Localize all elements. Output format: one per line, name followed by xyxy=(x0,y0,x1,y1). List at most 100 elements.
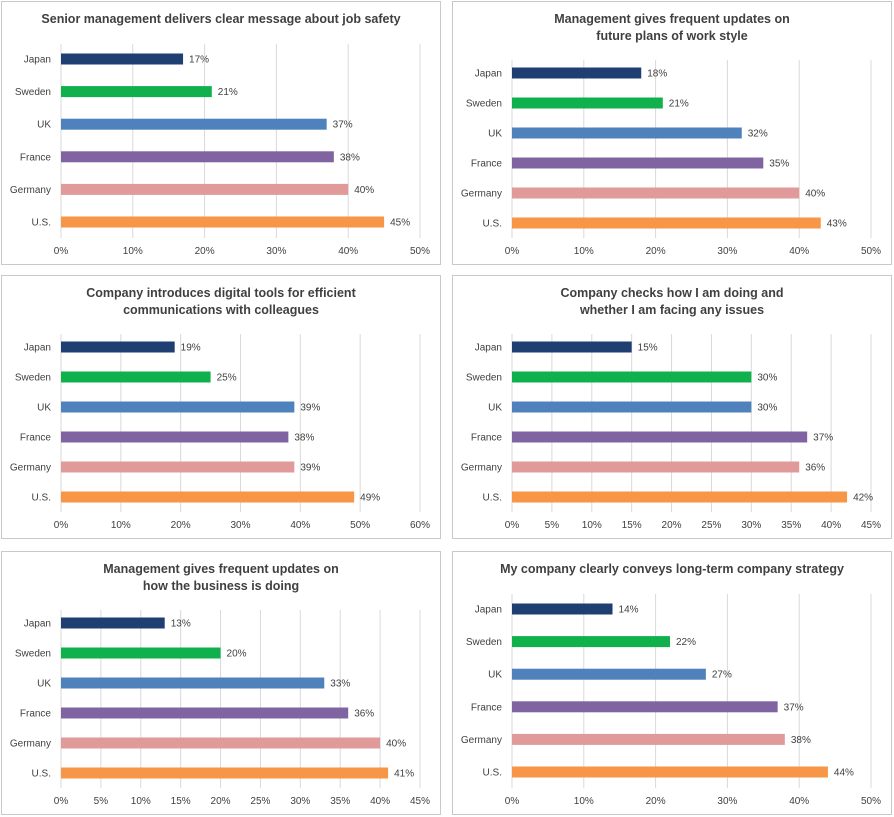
tick-label: 35% xyxy=(330,796,350,807)
bar xyxy=(61,183,349,195)
data-label: 37% xyxy=(813,433,833,444)
bar xyxy=(512,668,706,680)
bar-chart: 0% 10% 20% 30% 40% 50% Japan 17% Sweden 21% UK 37% F… xyxy=(10,44,430,257)
chart-title-line: Management gives frequent updates on xyxy=(554,12,790,26)
data-label: 38% xyxy=(791,735,811,746)
tick-label: 40% xyxy=(789,246,809,257)
tick-label: 0% xyxy=(505,796,520,807)
bar-chart: 0% 10% 20% 30% 40% 50% Japan 14% Sweden 22% UK 27% F… xyxy=(461,594,881,807)
category-label: Sweden xyxy=(15,649,51,660)
tick-label: 40% xyxy=(789,796,809,807)
bar xyxy=(61,707,349,719)
data-label: 14% xyxy=(619,605,639,616)
data-label: 36% xyxy=(354,709,374,720)
chart-title-line: Management gives frequent updates on xyxy=(103,562,339,576)
data-label: 21% xyxy=(669,99,689,110)
tick-label: 20% xyxy=(195,246,215,257)
chart-title: Management gives frequent updates on fut… xyxy=(453,11,891,45)
tick-label: 30% xyxy=(717,246,737,257)
data-label: 41% xyxy=(394,769,414,780)
data-label: 25% xyxy=(217,373,237,384)
tick-label: 20% xyxy=(171,520,191,531)
tick-label: 30% xyxy=(290,796,310,807)
category-label: Sweden xyxy=(466,99,502,110)
bar-chart: 0% 5% 10% 15% 20% 25% 30% 35% 40% 45% Japan 15% Swed… xyxy=(461,334,881,531)
tick-label: 0% xyxy=(505,246,520,257)
bar xyxy=(61,86,212,98)
bar xyxy=(512,766,828,778)
data-label: 38% xyxy=(340,152,360,163)
data-label: 18% xyxy=(647,69,667,80)
category-label: Japan xyxy=(475,605,502,616)
data-label: 37% xyxy=(333,120,353,131)
tick-label: 5% xyxy=(545,520,560,531)
category-label: France xyxy=(20,433,52,444)
category-label: Germany xyxy=(10,463,51,474)
tick-label: 20% xyxy=(646,796,666,807)
chart-panel-5: My company clearly conveys long-term com… xyxy=(452,551,892,815)
tick-label: 0% xyxy=(505,520,520,531)
tick-label: 50% xyxy=(861,246,881,257)
chart-title: Company checks how I am doing and whethe… xyxy=(453,285,891,319)
data-label: 49% xyxy=(360,493,380,504)
tick-label: 30% xyxy=(230,520,250,531)
tick-label: 20% xyxy=(646,246,666,257)
tick-label: 0% xyxy=(54,520,69,531)
bar xyxy=(61,617,165,629)
tick-label: 10% xyxy=(111,520,131,531)
data-label: 22% xyxy=(676,637,696,648)
chart-panel-0: Senior management delivers clear message… xyxy=(1,1,441,265)
chart-title: Senior management delivers clear message… xyxy=(2,11,440,28)
bar xyxy=(512,127,742,139)
category-label: Japan xyxy=(475,69,502,80)
data-label: 30% xyxy=(757,403,777,414)
category-label: UK xyxy=(488,670,502,681)
chart-panel-4: Management gives frequent updates on how… xyxy=(1,551,441,815)
data-label: 39% xyxy=(300,463,320,474)
tick-label: 0% xyxy=(54,796,69,807)
data-label: 40% xyxy=(386,739,406,750)
chart-title: Management gives frequent updates on how… xyxy=(2,561,440,595)
data-label: 37% xyxy=(784,702,804,713)
bar xyxy=(61,341,175,353)
tick-label: 15% xyxy=(622,520,642,531)
category-label: U.S. xyxy=(483,219,502,230)
category-label: U.S. xyxy=(32,218,51,229)
bar xyxy=(61,647,221,659)
tick-label: 60% xyxy=(410,520,430,531)
category-label: Japan xyxy=(475,343,502,354)
category-label: UK xyxy=(37,120,51,131)
bar xyxy=(512,701,778,713)
category-label: U.S. xyxy=(32,769,51,780)
tick-label: 40% xyxy=(290,520,310,531)
bar-chart: 0% 5% 10% 15% 20% 25% 30% 35% 40% 45% Japan 13% Swed… xyxy=(10,610,430,807)
bar xyxy=(512,97,663,109)
category-label: France xyxy=(20,152,52,163)
tick-label: 35% xyxy=(781,520,801,531)
chart-panel-2: Company introduces digital tools for eff… xyxy=(1,275,441,539)
bar xyxy=(61,461,295,473)
category-label: Japan xyxy=(24,619,51,630)
bar xyxy=(512,733,785,745)
data-label: 38% xyxy=(294,433,314,444)
data-label: 21% xyxy=(218,87,238,98)
category-label: UK xyxy=(488,129,502,140)
data-label: 15% xyxy=(638,343,658,354)
data-label: 44% xyxy=(834,768,854,779)
bar xyxy=(512,371,752,383)
chart-title-line: whether I am facing any issues xyxy=(579,303,765,317)
category-label: UK xyxy=(37,403,51,414)
category-label: Germany xyxy=(10,739,51,750)
data-label: 19% xyxy=(181,343,201,354)
bar xyxy=(61,737,381,749)
tick-label: 50% xyxy=(410,246,430,257)
tick-label: 50% xyxy=(350,520,370,531)
category-label: U.S. xyxy=(483,493,502,504)
category-label: Sweden xyxy=(15,373,51,384)
category-label: Japan xyxy=(24,55,51,66)
data-label: 40% xyxy=(805,189,825,200)
bar xyxy=(61,53,184,65)
bar xyxy=(512,187,800,199)
category-label: Germany xyxy=(10,185,51,196)
category-label: France xyxy=(471,159,503,170)
